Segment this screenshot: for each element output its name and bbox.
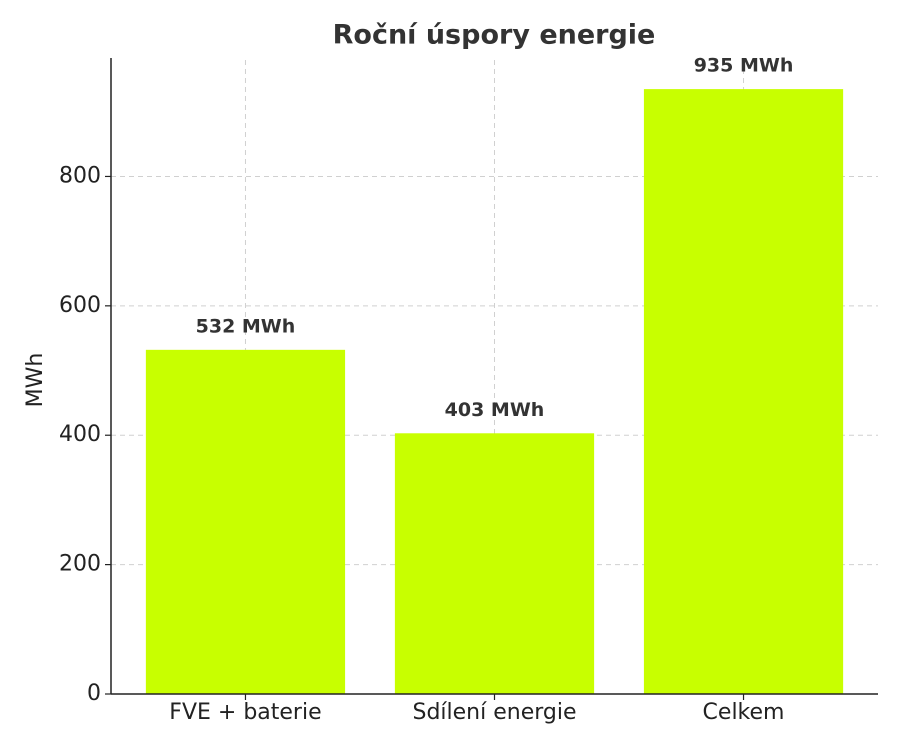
y-axis-label: MWh — [23, 353, 48, 408]
value-label: 935 MWh — [694, 55, 794, 77]
x-tick-label: Celkem — [703, 700, 785, 725]
value-label: 403 MWh — [445, 399, 545, 421]
x-tick-label: Sdílení energie — [412, 700, 576, 725]
value-label: 532 MWh — [196, 315, 296, 337]
bar — [643, 89, 844, 694]
y-tick-label: 200 — [59, 552, 101, 577]
y-tick-label: 800 — [59, 163, 101, 188]
bar — [394, 433, 595, 694]
y-tick-label: 600 — [59, 293, 101, 318]
bar — [145, 349, 346, 694]
chart-title: Roční úspory energie — [333, 20, 656, 51]
y-tick-label: 0 — [87, 681, 101, 706]
x-tick-label: FVE + baterie — [169, 700, 321, 725]
y-tick-label: 400 — [59, 422, 101, 447]
